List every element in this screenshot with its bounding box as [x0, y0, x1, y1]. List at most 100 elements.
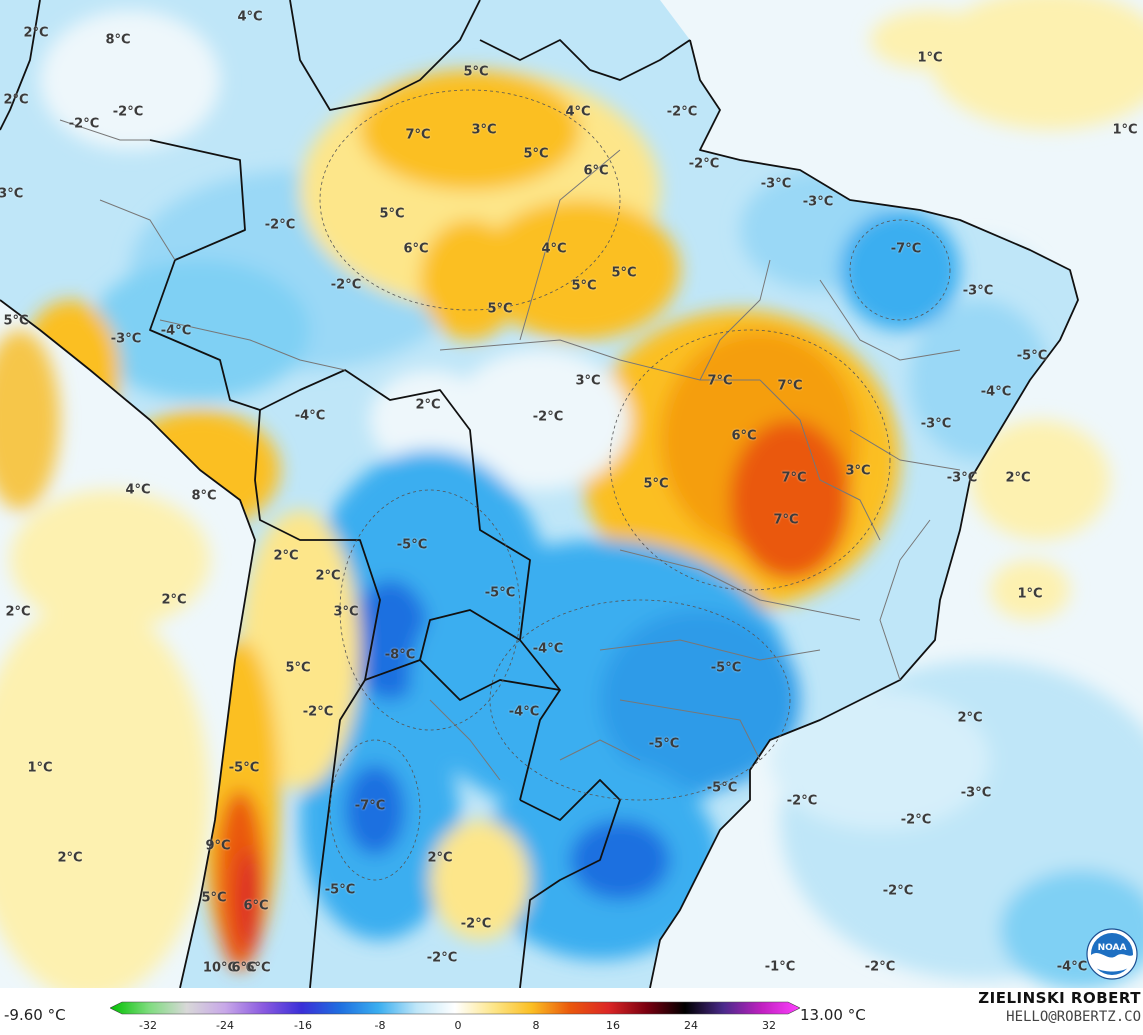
colorbar-tick: -24: [216, 1019, 234, 1032]
temperature-label: 3°C: [471, 122, 497, 138]
temperature-label: 5°C: [643, 476, 669, 492]
temperature-label: -8°C: [384, 647, 416, 663]
temperature-label: -2°C: [264, 217, 296, 233]
colorbar-tick: 16: [606, 1019, 620, 1032]
temperature-label: -5°C: [648, 736, 680, 752]
temperature-label: -3°C: [962, 283, 994, 299]
temperature-label: 5°C: [3, 313, 29, 329]
colorbar-tick: 8: [532, 1019, 540, 1032]
temperature-label: 8°C: [105, 32, 131, 48]
colorbar-tick: 0: [454, 1019, 462, 1032]
temperature-label: 2°C: [1005, 470, 1031, 486]
temperature-label: 1°C: [1017, 586, 1043, 602]
colorbar-tick: 32: [762, 1019, 776, 1032]
temperature-label: -2°C: [900, 812, 932, 828]
temperature-label: -5°C: [1016, 348, 1048, 364]
temperature-label: 6°C: [403, 241, 429, 257]
temperature-label: 2°C: [3, 92, 29, 108]
temperature-label: 4°C: [565, 104, 591, 120]
noaa-logo-text: NOAA: [1098, 943, 1127, 953]
temperature-label: 6°C: [731, 428, 757, 444]
temperature-label: 8°C: [191, 488, 217, 504]
temperature-label: -3°C: [760, 176, 792, 192]
temperature-label: -2°C: [688, 156, 720, 172]
noaa-logo: NOAA: [1086, 928, 1138, 980]
temperature-label: 2°C: [5, 604, 31, 620]
temperature-label: 2°C: [161, 592, 187, 608]
author-credit: ZIELINSKI ROBERT: [978, 989, 1141, 1007]
temperature-label: 5°C: [523, 146, 549, 162]
temperature-label: 6°C: [231, 960, 257, 976]
temperature-label: -4°C: [160, 323, 192, 339]
temperature-label: -2°C: [532, 409, 564, 425]
colorbar: [110, 1001, 800, 1015]
temperature-label: 1°C: [1112, 122, 1138, 138]
temperature-label: -5°C: [324, 882, 356, 898]
temperature-label: 4°C: [541, 241, 567, 257]
temperature-label: -3°C: [946, 470, 978, 486]
temperature-label: -1°C: [764, 959, 796, 975]
temperature-label: -5°C: [710, 660, 742, 676]
colorbar-tick: 24: [684, 1019, 698, 1032]
temperature-label: 2°C: [23, 25, 49, 41]
temperature-label: -2°C: [112, 104, 144, 120]
temperature-label: -2°C: [302, 704, 334, 720]
map-canvas: [0, 0, 1143, 988]
temperature-label: 3°C: [333, 604, 359, 620]
temperature-label: 3°C: [575, 373, 601, 389]
temperature-label: -4°C: [1056, 959, 1088, 975]
colorbar-bar: [110, 1001, 800, 1015]
temperature-label: 7°C: [781, 470, 807, 486]
land-anomaly: [20, 10, 1050, 970]
temperature-label: -5°C: [396, 537, 428, 553]
temperature-label: -3°C: [960, 785, 992, 801]
colorbar-max-label: 13.00 °C: [800, 1006, 866, 1024]
temperature-label: 5°C: [571, 278, 597, 294]
temperature-label: 7°C: [773, 512, 799, 528]
colorbar-tick: -16: [294, 1019, 312, 1032]
temperature-label: -2°C: [460, 916, 492, 932]
temperature-label: 9°C: [205, 838, 231, 854]
temperature-label: -7°C: [890, 241, 922, 257]
temperature-label: 4°C: [237, 9, 263, 25]
temperature-label: 7°C: [707, 373, 733, 389]
colorbar-tick: -32: [139, 1019, 157, 1032]
temperature-label: -7°C: [354, 798, 386, 814]
temperature-label: 6°C: [583, 163, 609, 179]
temperature-label: 1°C: [917, 50, 943, 66]
temperature-label: 5°C: [379, 206, 405, 222]
temperature-label: -4°C: [294, 408, 326, 424]
temperature-label: 6°C: [243, 898, 269, 914]
temperature-label: 5°C: [201, 890, 227, 906]
temperature-label: 7°C: [777, 378, 803, 394]
temperature-label: 7°C: [405, 127, 431, 143]
temperature-label: -2°C: [786, 793, 818, 809]
temperature-label: 5°C: [487, 301, 513, 317]
temperature-label: 2°C: [315, 568, 341, 584]
temperature-label: -3°C: [920, 416, 952, 432]
temperature-label: 2°C: [57, 850, 83, 866]
temperature-label: -2°C: [68, 116, 100, 132]
temperature-label: -2°C: [426, 950, 458, 966]
contour-lines: [319, 89, 951, 881]
temperature-label: 4°C: [125, 482, 151, 498]
temperature-label: -2°C: [864, 959, 896, 975]
temperature-label: 1°C: [27, 760, 53, 776]
colorbar-min-label: -9.60 °C: [4, 1006, 66, 1024]
temperature-label: 10°C: [202, 960, 238, 976]
temperature-label: -4°C: [508, 704, 540, 720]
temperature-label: 2°C: [415, 397, 441, 413]
temperature-label: 3°C: [845, 463, 871, 479]
temperature-label: -5°C: [706, 780, 738, 796]
temperature-label: 2°C: [273, 548, 299, 564]
author-email: HELLO@ROBERTZ.CO: [1006, 1009, 1141, 1025]
temperature-label: -5°C: [484, 585, 516, 601]
country-borders: [0, 0, 1079, 988]
temperature-label: -2°C: [330, 277, 362, 293]
temperature-label: -2°C: [666, 104, 698, 120]
temperature-label: 5°C: [611, 265, 637, 281]
temperature-label: 2°C: [957, 710, 983, 726]
temperature-label: -2°C: [882, 883, 914, 899]
colorbar-tick: -8: [374, 1019, 386, 1032]
temperature-label: 2°C: [427, 850, 453, 866]
